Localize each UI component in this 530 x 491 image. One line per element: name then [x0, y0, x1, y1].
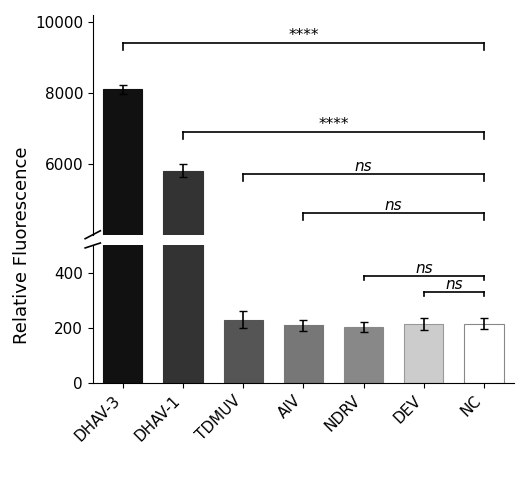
Bar: [284, 325, 323, 383]
Text: Relative Fluorescence: Relative Fluorescence: [13, 147, 31, 344]
Bar: [464, 324, 503, 383]
Bar: [224, 320, 263, 383]
Bar: [404, 369, 444, 377]
Bar: [224, 369, 263, 377]
Bar: [404, 324, 444, 383]
Bar: [344, 369, 383, 377]
Bar: [163, 0, 202, 383]
Bar: [464, 369, 503, 377]
Text: ns: ns: [385, 198, 402, 214]
Bar: [163, 171, 202, 377]
Text: ns: ns: [415, 261, 432, 276]
Bar: [103, 89, 143, 377]
Text: ns: ns: [445, 277, 463, 292]
Text: ****: ****: [288, 28, 319, 43]
Text: ns: ns: [355, 160, 373, 174]
Bar: [284, 369, 323, 377]
Bar: [344, 327, 383, 383]
Bar: [103, 0, 143, 383]
Text: ****: ****: [319, 117, 349, 132]
